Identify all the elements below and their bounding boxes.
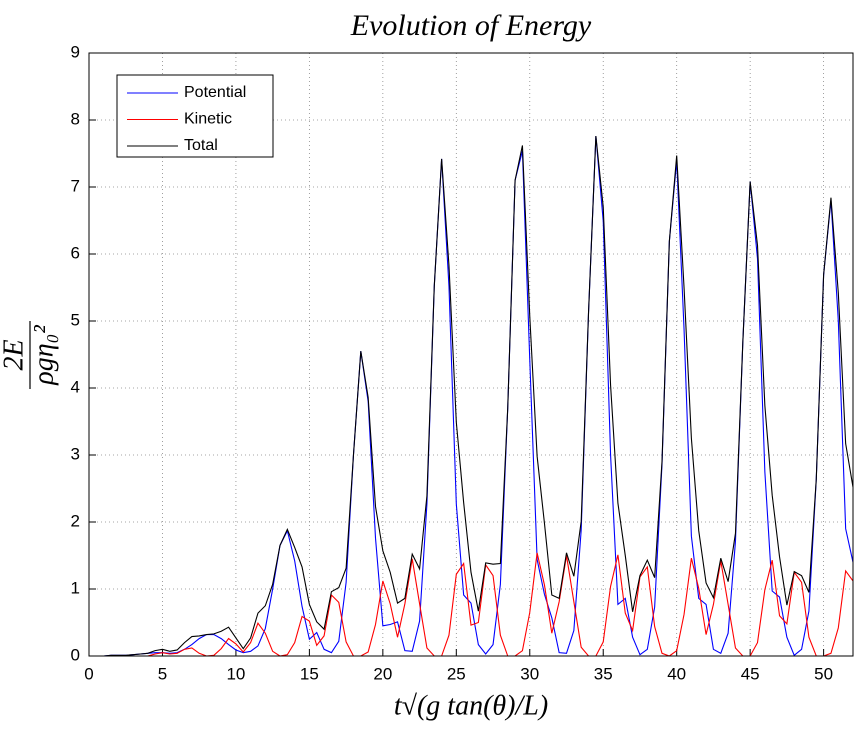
x-tick-label: 25	[447, 664, 466, 683]
y-tick-label: 5	[71, 310, 80, 329]
x-tick-label: 45	[741, 664, 760, 683]
y-tick-label: 6	[71, 243, 80, 262]
y-tick-label: 0	[71, 645, 80, 664]
x-tick-label: 35	[594, 664, 613, 683]
y-tick-label: 2	[71, 511, 80, 530]
y-tick-label: 7	[71, 176, 80, 195]
x-tick-label: 5	[158, 664, 167, 683]
x-tick-label: 40	[667, 664, 686, 683]
x-tick-label: 20	[373, 664, 392, 683]
chart-title: Evolution of Energy	[350, 9, 592, 42]
plot-frame	[88, 52, 854, 657]
legend-label: Potential	[184, 84, 246, 101]
legend-label: Kinetic	[184, 111, 232, 128]
x-tick-label: 50	[814, 664, 833, 683]
y-axis-label: 2E ρgη₀²	[0, 321, 59, 389]
legend: Potential Kinetic Total	[116, 74, 274, 158]
y-tick-label: 1	[71, 578, 80, 597]
y-label-numerator: 2E	[0, 339, 29, 370]
line-series	[89, 136, 854, 657]
y-tick-label: 9	[71, 42, 80, 61]
x-tick-label: 0	[84, 664, 93, 683]
line-series	[89, 136, 854, 657]
y-tick-label: 8	[71, 109, 80, 128]
y-tick-label: 3	[71, 444, 80, 463]
x-tick-label: 10	[226, 664, 245, 683]
x-axis-label: t√(g tan(θ)/L)	[394, 690, 548, 721]
y-tick-label: 4	[71, 377, 80, 396]
y-label-denominator: ρgη₀²	[28, 325, 59, 386]
x-tick-label: 15	[300, 664, 319, 683]
legend-label: Total	[184, 137, 218, 154]
line-series	[89, 552, 854, 657]
legend-box	[116, 74, 274, 158]
x-tick-label: 30	[520, 664, 539, 683]
